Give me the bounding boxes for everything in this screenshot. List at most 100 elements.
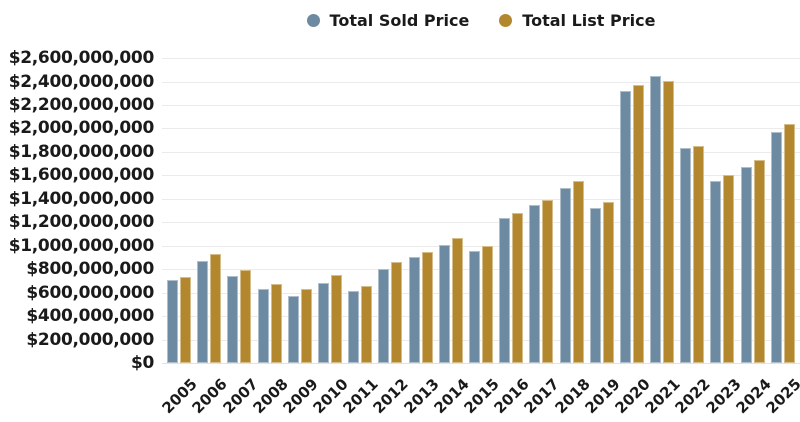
- bar-list-2018[interactable]: [572, 181, 584, 363]
- bar-group-2009: [285, 58, 315, 363]
- bar-group-2006: [194, 58, 224, 363]
- gridline: [162, 316, 800, 318]
- bar-sold-2020[interactable]: [619, 90, 631, 363]
- y-axis-tick-label: $1,400,000,000: [8, 188, 155, 209]
- bar-list-2012[interactable]: [391, 262, 403, 363]
- bar-group-2014: [436, 58, 466, 363]
- gridline: [162, 245, 800, 247]
- bar-sold-2010[interactable]: [318, 282, 330, 363]
- bar-group-2011: [345, 58, 375, 363]
- y-axis-tick-label: $2,400,000,000: [8, 71, 155, 92]
- y-axis-tick-label: $1,000,000,000: [8, 235, 155, 256]
- bar-sold-2017[interactable]: [529, 205, 541, 363]
- y-axis-tick-label: $2,000,000,000: [8, 118, 155, 139]
- bar-list-2013[interactable]: [421, 252, 433, 363]
- bar-sold-2007[interactable]: [227, 276, 239, 363]
- gridline: [162, 269, 800, 271]
- bar-sold-2015[interactable]: [468, 250, 480, 363]
- bar-list-2020[interactable]: [632, 85, 644, 363]
- bar-sold-2008[interactable]: [257, 289, 269, 363]
- bar-sold-2023[interactable]: [710, 181, 722, 363]
- bar-list-2008[interactable]: [270, 283, 282, 363]
- bar-group-2023: [707, 58, 737, 363]
- gridline: [162, 81, 800, 83]
- bar-group-2015: [466, 58, 496, 363]
- bar-group-2008: [255, 58, 285, 363]
- bar-sold-2011[interactable]: [348, 291, 360, 363]
- y-axis-tick-label: $800,000,000: [26, 259, 154, 280]
- y-axis-tick-label: $2,600,000,000: [8, 48, 155, 68]
- bar-sold-2025[interactable]: [770, 132, 782, 363]
- bar-list-2016[interactable]: [512, 212, 524, 363]
- bar-group-2005: [164, 58, 194, 363]
- bar-sold-2022[interactable]: [680, 148, 692, 363]
- gridline: [162, 339, 800, 341]
- legend-item-total-list-price[interactable]: Total List Price: [499, 11, 655, 30]
- bar-list-2025[interactable]: [783, 123, 795, 363]
- gridline: [162, 151, 800, 153]
- gridline: [162, 198, 800, 200]
- y-axis-tick-label: $2,200,000,000: [8, 94, 155, 115]
- bar-group-2016: [496, 58, 526, 363]
- legend-item-total-sold-price[interactable]: Total Sold Price: [306, 10, 470, 30]
- bars-layer: [164, 58, 798, 363]
- bar-group-2019: [587, 58, 617, 363]
- bar-sold-2024[interactable]: [740, 166, 752, 363]
- bar-list-2019[interactable]: [602, 202, 614, 363]
- bar-group-2025: [768, 58, 798, 363]
- bar-sold-2016[interactable]: [499, 218, 511, 363]
- gridline: [162, 58, 800, 59]
- bar-list-2021[interactable]: [663, 80, 675, 363]
- legend-dot-sold-icon: [306, 13, 320, 27]
- bar-sold-2012[interactable]: [378, 268, 390, 363]
- bar-group-2012: [375, 58, 405, 363]
- y-axis-tick-label: $400,000,000: [26, 306, 154, 327]
- bar-sold-2019[interactable]: [589, 207, 601, 363]
- bar-list-2017[interactable]: [542, 199, 554, 363]
- y-axis: $2,600,000,000 $2,400,000,000 $2,200,000,0…: [0, 48, 155, 373]
- gridline: [162, 292, 800, 294]
- bar-sold-2014[interactable]: [438, 244, 450, 363]
- bar-group-2010: [315, 58, 345, 363]
- bar-list-2006[interactable]: [210, 254, 222, 363]
- bar-group-2020: [617, 58, 647, 363]
- y-axis-tick-label: $0: [130, 353, 154, 373]
- bar-sold-2018[interactable]: [559, 188, 571, 363]
- bar-list-2010[interactable]: [331, 275, 343, 363]
- legend-label-total-sold-price: Total Sold Price: [329, 10, 470, 30]
- gridline: [162, 175, 800, 177]
- bar-group-2007: [224, 58, 254, 363]
- y-axis-tick-label: $600,000,000: [26, 282, 154, 303]
- bar-list-2022[interactable]: [693, 146, 705, 363]
- bar-sold-2006[interactable]: [197, 260, 209, 363]
- bar-list-2014[interactable]: [451, 238, 463, 363]
- plot-area: [162, 58, 800, 364]
- bar-group-2021: [647, 58, 677, 363]
- bar-list-2023[interactable]: [723, 175, 735, 363]
- bar-list-2009[interactable]: [300, 289, 312, 363]
- y-axis-tick-label: $1,200,000,000: [8, 212, 155, 233]
- legend-dot-list-icon: [499, 13, 513, 27]
- bar-group-2013: [406, 58, 436, 363]
- bar-list-2007[interactable]: [240, 270, 252, 363]
- bar-list-2011[interactable]: [361, 285, 373, 363]
- bar-sold-2013[interactable]: [408, 256, 420, 363]
- legend-label-total-list-price: Total List Price: [522, 10, 656, 30]
- bar-sold-2021[interactable]: [650, 75, 662, 363]
- legend: Total Sold Price Total List Price: [164, 8, 798, 32]
- bar-list-2024[interactable]: [753, 160, 765, 363]
- bar-list-2005[interactable]: [180, 276, 192, 363]
- bar-sold-2009[interactable]: [287, 295, 299, 363]
- x-axis: 2005 2006 2007 2008 2009 2010 2011 2012 2013 2014…: [159, 363, 800, 422]
- bar-group-2017: [526, 58, 556, 363]
- y-axis-tick-label: $200,000,000: [26, 329, 154, 350]
- bar-list-2015[interactable]: [481, 246, 493, 363]
- bar-group-2018: [556, 58, 586, 363]
- gridline: [162, 363, 800, 364]
- y-axis-tick-label: $1,600,000,000: [8, 165, 155, 186]
- gridline: [162, 104, 800, 106]
- bar-sold-2005[interactable]: [167, 280, 179, 363]
- bar-group-2022: [677, 58, 707, 363]
- gridline: [162, 128, 800, 130]
